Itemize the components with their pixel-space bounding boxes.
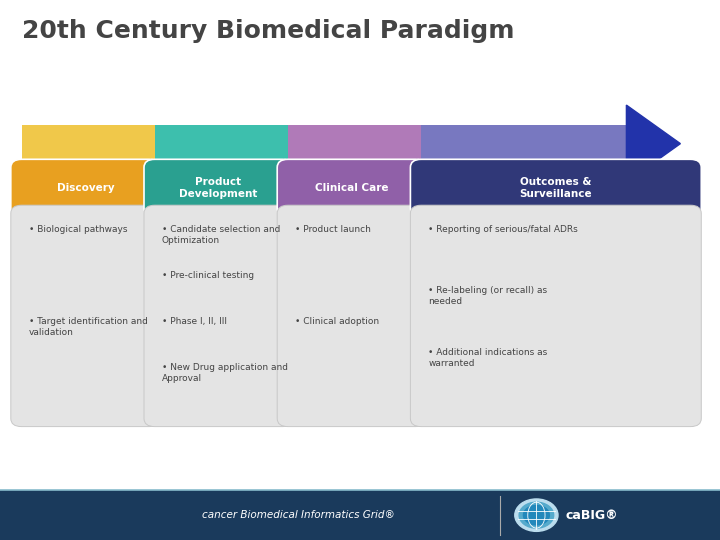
FancyBboxPatch shape	[144, 205, 293, 427]
FancyBboxPatch shape	[421, 125, 626, 162]
Text: • Reporting of serious/fatal ADRs: • Reporting of serious/fatal ADRs	[428, 225, 578, 234]
FancyBboxPatch shape	[410, 159, 701, 216]
FancyBboxPatch shape	[288, 125, 421, 162]
FancyBboxPatch shape	[11, 159, 160, 216]
Circle shape	[515, 499, 558, 531]
Text: • Pre-clinical testing: • Pre-clinical testing	[162, 271, 254, 280]
FancyBboxPatch shape	[155, 125, 288, 162]
FancyBboxPatch shape	[11, 205, 160, 427]
FancyBboxPatch shape	[410, 205, 701, 427]
Text: Outcomes &
Surveillance: Outcomes & Surveillance	[520, 177, 592, 199]
Circle shape	[523, 505, 549, 525]
Text: 20th Century Biomedical Paradigm: 20th Century Biomedical Paradigm	[22, 19, 514, 43]
Text: • Re-labeling (or recall) as
needed: • Re-labeling (or recall) as needed	[428, 286, 547, 307]
Text: • Product launch: • Product launch	[295, 225, 371, 234]
FancyBboxPatch shape	[277, 159, 426, 216]
Text: • New Drug application and
Approval: • New Drug application and Approval	[162, 363, 288, 383]
Text: • Phase I, II, III: • Phase I, II, III	[162, 317, 227, 326]
FancyBboxPatch shape	[22, 125, 155, 162]
Text: • Additional indications as
warranted: • Additional indications as warranted	[428, 348, 548, 368]
Text: caBIG®: caBIG®	[565, 509, 618, 522]
FancyBboxPatch shape	[277, 205, 426, 427]
Text: Product
Development: Product Development	[179, 177, 258, 199]
Text: Discovery: Discovery	[56, 183, 114, 193]
Text: • Target identification and
validation: • Target identification and validation	[29, 317, 148, 337]
Polygon shape	[626, 105, 680, 182]
Text: • Biological pathways: • Biological pathways	[29, 225, 127, 234]
FancyBboxPatch shape	[144, 159, 293, 216]
Text: • Clinical adoption: • Clinical adoption	[295, 317, 379, 326]
Text: Clinical Care: Clinical Care	[315, 183, 389, 193]
Text: cancer Biomedical Informatics Grid®: cancer Biomedical Informatics Grid®	[202, 510, 395, 520]
FancyBboxPatch shape	[0, 490, 720, 540]
Text: • Candidate selection and
Optimization: • Candidate selection and Optimization	[162, 225, 280, 245]
Circle shape	[519, 502, 554, 528]
